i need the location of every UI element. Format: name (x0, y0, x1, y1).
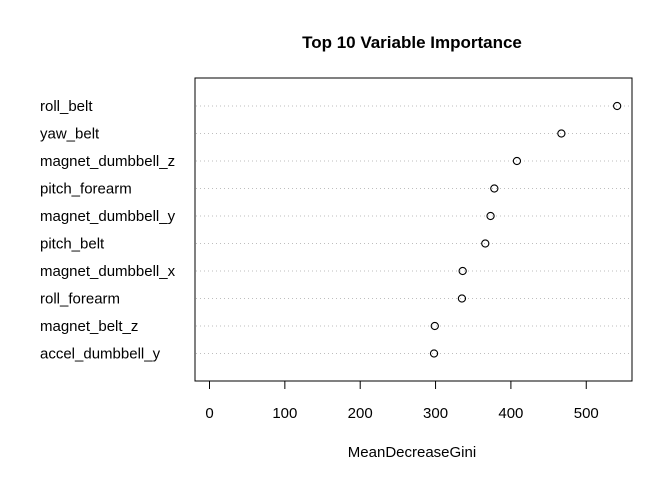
category-label: magnet_dumbbell_y (40, 208, 176, 225)
x-tick-label: 300 (423, 405, 448, 422)
data-point (486, 211, 495, 221)
x-tick-label: 100 (272, 405, 297, 422)
category-label: roll_forearm (40, 291, 120, 308)
data-points (429, 101, 622, 358)
x-tick-label: 200 (348, 405, 373, 422)
data-point (481, 239, 490, 248)
x-tick-label: 500 (574, 405, 599, 422)
category-label: pitch_belt (40, 236, 105, 253)
data-point (458, 266, 467, 276)
category-label: magnet_dumbbell_z (40, 153, 175, 170)
category-label: roll_belt (40, 98, 93, 115)
grid-lines (196, 105, 631, 354)
category-label: magnet_belt_z (40, 318, 138, 335)
data-point (457, 294, 467, 303)
data-point (430, 321, 439, 331)
category-labels: roll_belt yaw_belt magnet_dumbbell_z pitch_… (40, 98, 176, 363)
chart-title: Top 10 Variable Importance (302, 33, 522, 52)
x-axis: 0 100 200 300 400 500 (205, 380, 599, 422)
data-point (557, 129, 566, 138)
x-tick-label: 400 (498, 405, 523, 422)
x-axis-label: MeanDecreaseGini (348, 444, 476, 461)
data-point (512, 156, 522, 166)
category-label: magnet_dumbbell_x (40, 263, 176, 280)
x-tick-label: 0 (205, 405, 213, 422)
category-label: accel_dumbbell_y (40, 346, 161, 363)
data-point (429, 349, 439, 358)
data-point (490, 184, 499, 193)
data-point (612, 101, 622, 111)
plot-frame (194, 77, 633, 382)
category-label: yaw_belt (40, 126, 100, 143)
category-label: pitch_forearm (40, 181, 132, 198)
